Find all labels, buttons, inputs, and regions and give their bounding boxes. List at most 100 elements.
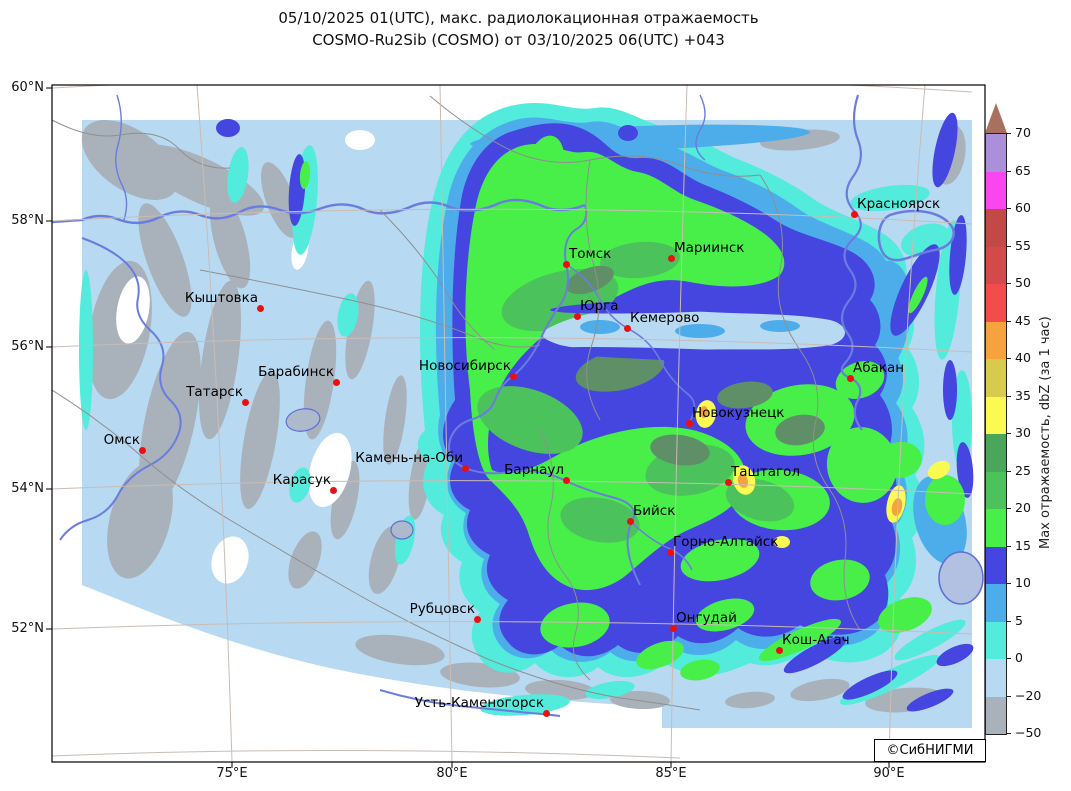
city-label: Татарск (186, 384, 243, 400)
city-label: Горно-Алтайск (673, 534, 779, 550)
colorbar-tick-mark (1006, 433, 1011, 434)
colorbar-overflow-arrow (985, 103, 1007, 133)
colorbar-tick-label: 55 (1015, 237, 1031, 253)
city-marker (669, 624, 677, 632)
city-marker (138, 446, 146, 454)
colorbar-tick-label: 30 (1015, 425, 1031, 440)
colorbar-tick-label: 70 (1015, 125, 1031, 140)
colorbar-segment (986, 621, 1006, 659)
colorbar-title: Max отражаемость, dbZ (за 1 час) (1038, 316, 1053, 550)
green-echo-layer (299, 135, 965, 681)
city-label: Кыштовка (184, 290, 258, 306)
colorbar-segment (986, 471, 1006, 509)
copyright-badge: ©СибНИГМИ (874, 739, 986, 762)
map-title-line2: COSMO-Ru2Sib (COSMO) от 03/10/2025 06(UT… (312, 31, 725, 49)
colorbar-tick-label: 65 (1015, 162, 1031, 178)
lat-tick-label: 52°N (11, 621, 44, 636)
colorbar-tick-mark (1006, 320, 1011, 322)
lon-tick-label: 90°E (873, 766, 905, 781)
city-label: Новосибирск (418, 358, 511, 374)
colorbar-segment (986, 134, 1006, 172)
city-label: Рубцовск (409, 601, 475, 617)
colorbar-segment (986, 546, 1006, 584)
city-marker (685, 419, 693, 427)
city-label: Мариинск (674, 240, 745, 256)
city-label: Онгудай (676, 610, 737, 626)
graticule (52, 85, 973, 762)
map-title-line1: 05/10/2025 01(UTC), макс. радиолокационн… (278, 9, 759, 27)
city-marker (542, 709, 550, 717)
colorbar-segment (986, 284, 1006, 322)
city-label: Барабинск (258, 364, 334, 380)
colorbar-segment (986, 359, 1006, 397)
city-label: Камень-на-Оби (355, 450, 463, 466)
colorbar-tick-label: 25 (1015, 462, 1031, 478)
colorbar-tick-label: 35 (1015, 387, 1031, 403)
city-label: Абакан (853, 360, 905, 376)
city-marker (329, 486, 337, 494)
city-label: Таштагол (731, 464, 800, 480)
map-layers (52, 85, 984, 762)
city-label: Томск (569, 246, 612, 262)
colorbar-segment (986, 696, 1006, 734)
city-marker (667, 254, 675, 262)
colorbar-segment (986, 434, 1006, 472)
city-label: Карасук (272, 472, 331, 488)
no-echo-gaps (116, 130, 490, 584)
colorbar-tick-mark (1006, 583, 1011, 584)
colorbar-segment (986, 509, 1006, 547)
lat-tick-label: 60°N (11, 80, 44, 95)
colorbar (985, 133, 1007, 735)
city-marker (626, 517, 634, 525)
colorbar-segment (986, 396, 1006, 434)
colorbar-segment (986, 209, 1006, 247)
city-marker (562, 260, 570, 268)
lon-tick-label: 75°E (216, 766, 248, 781)
colorbar-segment (986, 584, 1006, 622)
city-marker (461, 464, 469, 472)
colorbar-tick-mark (1006, 208, 1011, 209)
city-label: Новокузнецк (692, 405, 785, 421)
city-marker (473, 615, 481, 623)
colorbar-tick-mark (1006, 170, 1011, 172)
colorbar-tick-mark (1006, 395, 1011, 397)
city-marker (573, 312, 581, 320)
city-marker (724, 478, 732, 486)
city-label: Красноярск (857, 196, 941, 212)
city-marker (241, 398, 249, 406)
lon-tick-label: 80°E (436, 766, 468, 781)
city-marker (332, 378, 340, 386)
city-marker (509, 372, 517, 380)
colorbar-tick-mark (1006, 733, 1011, 734)
colorbar-segment (986, 246, 1006, 284)
colorbar-tick-mark (1006, 620, 1011, 622)
colorbar-tick-label: 60 (1015, 200, 1031, 215)
city-marker (775, 646, 783, 654)
lakes (285, 408, 984, 605)
lat-tick-label: 56°N (11, 339, 44, 354)
city-marker (256, 304, 264, 312)
colorbar-tick-label: 50 (1015, 275, 1031, 290)
colorbar-tick-label: 45 (1015, 312, 1031, 328)
city-label: Кемерово (630, 310, 700, 326)
colorbar-tick-mark (1006, 245, 1011, 247)
colorbar-tick-label: 15 (1015, 537, 1031, 553)
lat-tick-label: 58°N (11, 213, 44, 228)
colorbar-segment (986, 659, 1006, 697)
lon-tick-label: 85°E (655, 766, 687, 781)
city-label: Усть-Каменогорск (414, 695, 544, 711)
valley-edge-bands (540, 296, 840, 363)
colorbar-segment (986, 321, 1006, 359)
city-marker (562, 476, 570, 484)
city-label: Барнаул (504, 462, 564, 478)
colorbar-tick-mark (1006, 658, 1011, 659)
colorbar-tick-mark (1006, 358, 1011, 359)
axis-tick-marks (46, 87, 890, 768)
colorbar-tick-label: 10 (1015, 575, 1031, 590)
colorbar-tick-label: −50 (1015, 725, 1042, 740)
colorbar-tick-label: 5 (1015, 612, 1023, 628)
colorbar-segment (986, 171, 1006, 209)
no-data-region (82, 585, 662, 728)
